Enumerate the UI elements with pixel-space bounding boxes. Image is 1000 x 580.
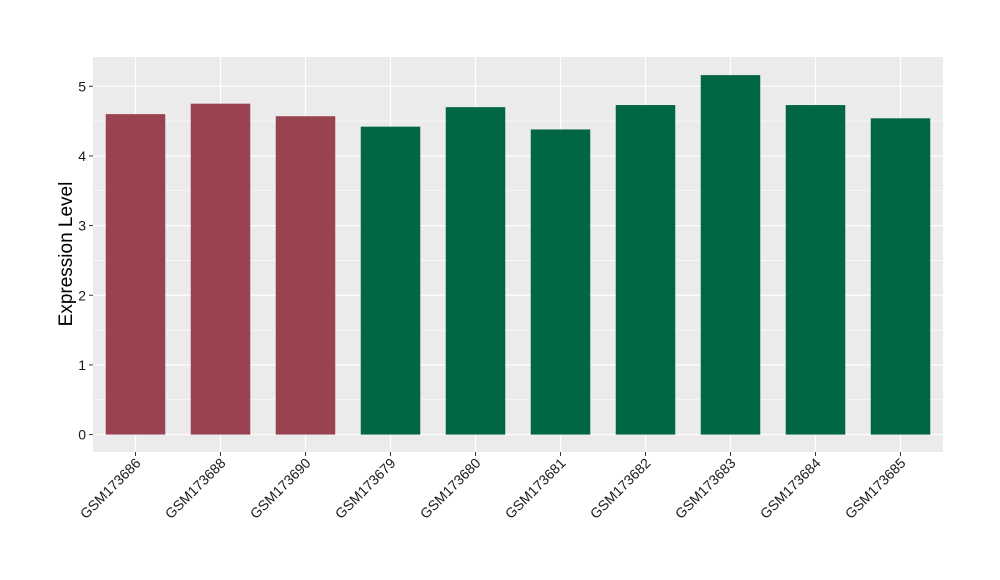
x-tick-label: GSM173683 [672, 455, 739, 522]
bars [105, 75, 931, 435]
bar-GSM173680 [445, 107, 506, 435]
bar-GSM173686 [105, 114, 166, 435]
y-tick-label: 1 [78, 357, 86, 373]
x-tick-label: GSM173680 [417, 455, 484, 522]
x-tick-label: GSM173682 [587, 455, 654, 522]
x-tick-label: GSM173684 [757, 455, 824, 522]
x-tick-label: GSM173686 [77, 455, 144, 522]
bar-GSM173688 [190, 103, 251, 435]
x-tick-label: GSM173685 [842, 455, 909, 522]
x-tick-label: GSM173681 [502, 455, 569, 522]
x-tick-label: GSM173679 [332, 455, 399, 522]
x-axis: GSM173686 GSM173688 GSM173690 GSM173679 GSM1… [77, 452, 909, 522]
bar-GSM173685 [870, 118, 931, 435]
bar-GSM173682 [615, 105, 676, 435]
bar-GSM173690 [275, 116, 336, 435]
bar-GSM173684 [785, 105, 846, 435]
y-tick-label: 4 [78, 148, 86, 164]
y-tick-label: 2 [78, 287, 86, 303]
bar-GSM173683 [700, 75, 761, 435]
bar-GSM173679 [360, 126, 421, 435]
y-axis: 0 1 2 3 4 5 [78, 78, 93, 443]
x-tick-label: GSM173690 [247, 455, 314, 522]
bar-GSM173681 [530, 129, 591, 435]
y-axis-title: Expression Level [56, 182, 77, 327]
y-tick-label: 3 [78, 218, 86, 234]
x-tick-label: GSM173688 [162, 455, 229, 522]
y-tick-label: 5 [78, 78, 86, 94]
y-tick-label: 0 [78, 427, 86, 443]
